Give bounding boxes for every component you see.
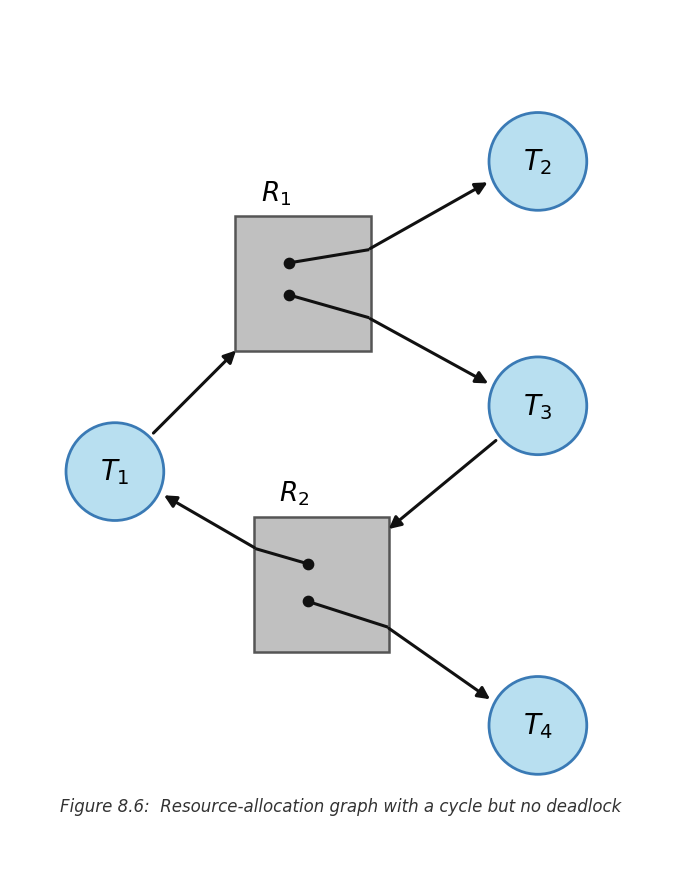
Text: $\mathit{R_1}$: $\mathit{R_1}$ (261, 179, 291, 208)
Point (302, 594, 313, 608)
Text: $\mathit{T_1}$: $\mathit{T_1}$ (100, 457, 129, 487)
Circle shape (66, 423, 164, 521)
Circle shape (489, 113, 587, 211)
Text: $\mathit{R_2}$: $\mathit{R_2}$ (279, 480, 310, 507)
Circle shape (489, 677, 587, 774)
Circle shape (489, 357, 587, 455)
Text: Figure 8.6:  Resource-allocation graph with a cycle but no deadlock: Figure 8.6: Resource-allocation graph wi… (60, 797, 621, 815)
Point (302, 557, 313, 571)
Point (283, 256, 294, 270)
Bar (235, 216, 370, 352)
Text: $\mathit{T_2}$: $\mathit{T_2}$ (523, 148, 552, 177)
Text: $\mathit{T_3}$: $\mathit{T_3}$ (523, 391, 553, 421)
Bar (254, 517, 390, 653)
Point (283, 289, 294, 302)
Text: $\mathit{T_4}$: $\mathit{T_4}$ (523, 711, 553, 740)
